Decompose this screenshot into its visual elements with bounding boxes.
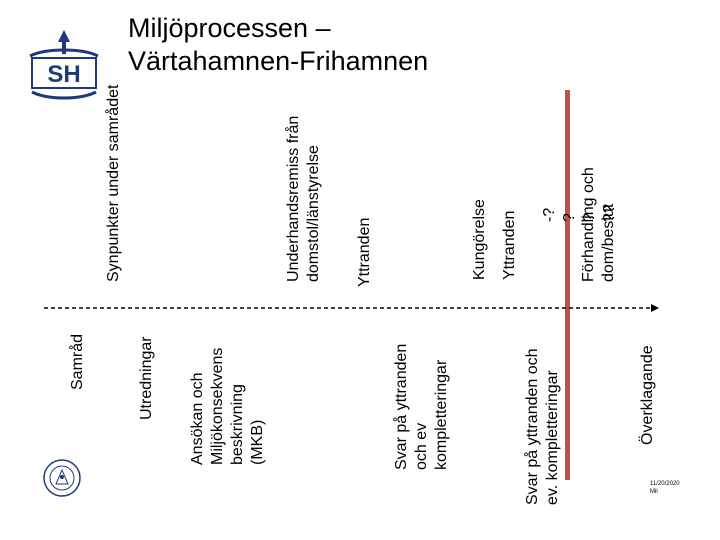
label-yttranden-1: Yttranden — [356, 217, 373, 287]
title-line-1: Miljöprocessen – — [128, 13, 331, 43]
label-utredningar: Utredningar — [138, 336, 155, 420]
footer: 11/20/2020 Mil — [650, 480, 680, 496]
city-seal-icon — [42, 458, 82, 498]
label-underhandsremiss: Underhandsremiss från domstol/länstyrels… — [285, 115, 322, 282]
label-yttranden-2: Yttranden — [501, 210, 518, 280]
label-svar-yttranden-1: Svar på yttranden och ev kompletteringar — [393, 343, 450, 470]
label-kungorelse: Kungörelse — [471, 199, 488, 280]
footer-date: 11/20/2020 — [650, 481, 680, 487]
label-samrad: Samråd — [69, 333, 86, 390]
current-stage-marker — [565, 90, 570, 480]
label-overklagande: Överklagande — [639, 345, 656, 445]
label-synpunkter: Synpunkter under samrådet — [105, 84, 122, 282]
logo-text: SH — [47, 61, 80, 88]
label-svar-yttranden-2: Svar på yttranden och ev. kompletteringa… — [524, 348, 561, 505]
footer-page-label: Mil — [650, 489, 658, 495]
title-line-2: Värtahamnen-Frihamnen — [128, 46, 429, 76]
label-ansokan-mkb: Ansökan och Miljökonsekvens beskrivning … — [189, 347, 266, 465]
label-forhandling: Förhandling och dom/beslut — [580, 167, 617, 282]
timeline-arrow — [44, 300, 659, 312]
logo: SH — [26, 26, 102, 100]
page-title: Miljöprocessen – Värtahamnen-Frihamnen — [128, 12, 428, 78]
